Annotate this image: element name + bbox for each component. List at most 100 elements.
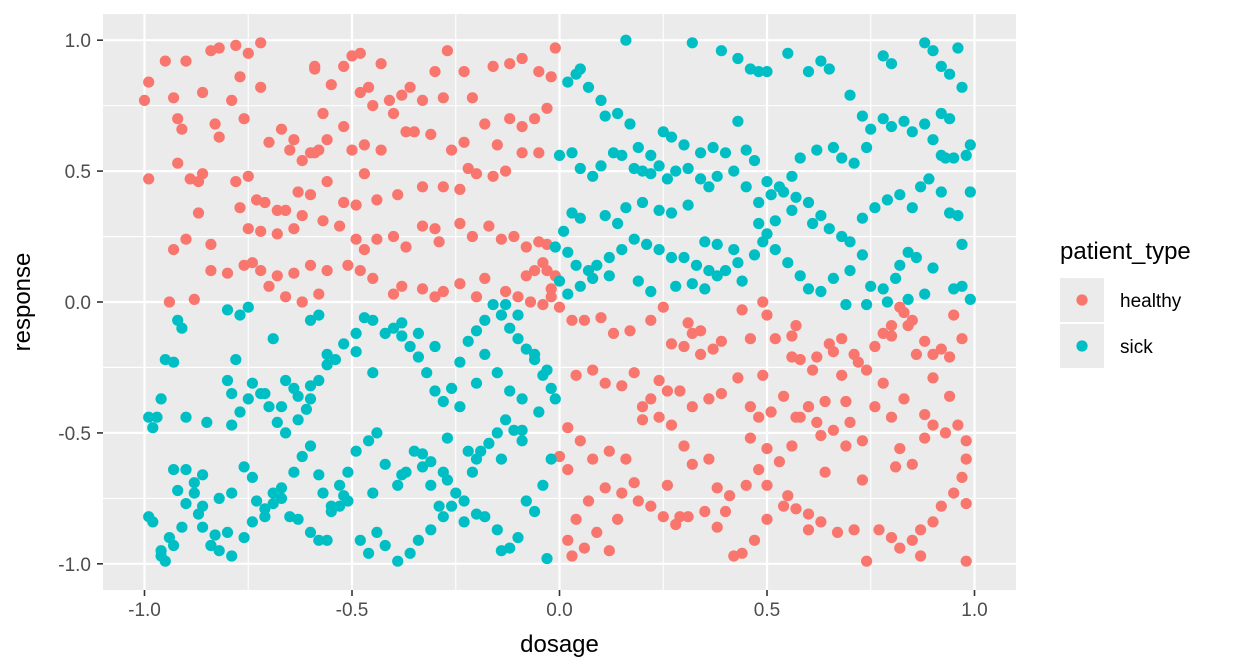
data-point-sick — [197, 500, 209, 512]
data-point-healthy — [599, 377, 611, 389]
data-point-sick — [508, 424, 520, 436]
data-point-sick — [251, 495, 263, 507]
legend-title: patient_type — [1060, 238, 1191, 265]
data-point-healthy — [512, 291, 524, 303]
data-point-sick — [479, 348, 491, 360]
data-point-sick — [682, 162, 694, 175]
data-point-healthy — [653, 374, 665, 387]
data-point-sick — [259, 511, 271, 523]
data-point-sick — [545, 382, 557, 394]
data-point-sick — [458, 516, 470, 528]
data-point-sick — [180, 411, 192, 423]
data-point-healthy — [740, 479, 752, 491]
data-point-sick — [861, 299, 873, 311]
data-point-sick — [865, 280, 877, 292]
data-point-sick — [881, 296, 894, 308]
data-point-sick — [815, 285, 827, 298]
data-point-sick — [620, 34, 632, 46]
data-point-sick — [172, 484, 184, 497]
data-point-sick — [595, 160, 607, 172]
x-tick-label: 0.0 — [546, 600, 572, 621]
data-point-healthy — [462, 162, 474, 175]
data-point-healthy — [744, 401, 757, 413]
data-point-healthy — [553, 301, 566, 313]
data-point-healthy — [504, 58, 516, 70]
data-point-healthy — [466, 92, 478, 104]
data-point-sick — [728, 244, 740, 256]
data-point-sick — [769, 244, 781, 256]
data-point-sick — [354, 534, 366, 546]
data-point-healthy — [242, 223, 254, 235]
data-point-sick — [159, 555, 171, 567]
data-point-healthy — [358, 168, 370, 180]
data-point-healthy — [371, 194, 383, 206]
data-point-healthy — [773, 456, 786, 468]
data-point-sick — [890, 272, 902, 284]
x-tick-label: -0.5 — [336, 600, 369, 621]
data-point-healthy — [466, 230, 478, 243]
data-point-sick — [877, 283, 889, 295]
data-point-sick — [678, 139, 690, 151]
data-point-healthy — [367, 100, 379, 112]
data-point-healthy — [582, 495, 595, 507]
data-point-sick — [188, 477, 200, 489]
data-point-healthy — [836, 333, 848, 345]
data-point-healthy — [753, 411, 765, 423]
data-point-sick — [350, 327, 362, 339]
data-point-sick — [732, 52, 744, 65]
data-point-healthy — [317, 215, 329, 227]
data-point-healthy — [815, 429, 827, 442]
data-point-sick — [450, 487, 462, 499]
data-point-healthy — [288, 134, 300, 146]
x-axis-ticks: -1.0 -0.5 0.0 0.5 1.0 — [128, 590, 988, 621]
legend-key-dot — [1076, 294, 1088, 306]
data-point-healthy — [715, 388, 728, 400]
data-point-sick — [935, 186, 947, 198]
data-point-healthy — [782, 490, 794, 502]
data-point-healthy — [885, 330, 898, 342]
data-point-sick — [221, 304, 234, 316]
data-point-sick — [180, 498, 192, 510]
data-point-sick — [209, 529, 221, 541]
data-point-sick — [827, 141, 840, 154]
data-point-healthy — [358, 244, 370, 256]
data-point-sick — [197, 521, 209, 533]
data-point-sick — [221, 526, 234, 539]
data-point-sick — [761, 66, 773, 78]
data-point-healthy — [255, 81, 267, 93]
data-point-healthy — [728, 550, 740, 562]
data-point-healthy — [628, 367, 640, 379]
data-point-sick — [748, 249, 761, 261]
data-point-sick — [280, 427, 292, 439]
data-point-healthy — [470, 168, 483, 180]
data-point-sick — [180, 464, 192, 476]
data-point-healthy — [744, 333, 757, 345]
data-point-healthy — [894, 542, 906, 554]
data-point-sick — [956, 280, 968, 292]
data-point-sick — [786, 204, 798, 216]
data-point-healthy — [645, 314, 657, 326]
data-point-healthy — [487, 60, 499, 72]
data-point-healthy — [844, 416, 856, 428]
data-point-sick — [275, 482, 288, 494]
data-point-sick — [885, 121, 898, 133]
data-point-sick — [313, 534, 325, 546]
data-point-healthy — [674, 511, 686, 523]
data-point-sick — [304, 526, 317, 539]
data-point-sick — [927, 134, 939, 146]
data-point-sick — [582, 81, 595, 93]
data-point-healthy — [960, 555, 972, 567]
data-point-healthy — [906, 458, 918, 470]
data-point-sick — [147, 422, 159, 434]
data-point-sick — [288, 466, 300, 478]
data-point-healthy — [263, 136, 275, 148]
data-point-healthy — [143, 173, 155, 185]
data-point-healthy — [284, 144, 296, 156]
data-point-sick — [342, 466, 354, 478]
data-point-sick — [549, 393, 561, 405]
data-point-healthy — [761, 443, 773, 455]
data-point-healthy — [587, 453, 599, 465]
data-point-sick — [665, 207, 678, 219]
data-point-sick — [437, 395, 449, 408]
data-point-sick — [952, 210, 964, 222]
